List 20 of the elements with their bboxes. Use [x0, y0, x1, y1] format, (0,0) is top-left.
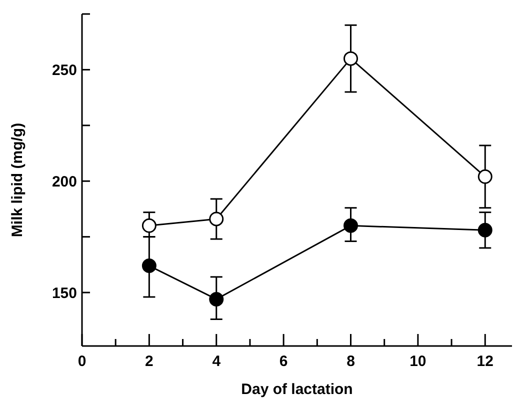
x-tick-label: 4 [212, 353, 222, 370]
x-tick-label: 6 [279, 353, 288, 370]
point [209, 292, 224, 306]
point [478, 222, 492, 238]
point [344, 51, 358, 66]
x-tick-label: 12 [476, 353, 494, 370]
point [344, 218, 358, 233]
point [142, 258, 156, 274]
y-tick-label: 150 [52, 284, 77, 302]
x-tick-label: 2 [145, 353, 154, 370]
x-tick-label: 8 [346, 353, 355, 370]
x-tick-label: 0 [78, 353, 86, 370]
point [209, 212, 224, 226]
y-tick-label: 200 [52, 173, 77, 190]
point [142, 218, 156, 233]
x-tick-label: 10 [410, 353, 426, 370]
x-axis-title: Day of lactation [241, 381, 353, 398]
y-axis-title: Milk lipid (mg/g) [9, 122, 26, 238]
y-tick-label: 250 [52, 62, 77, 79]
point [478, 169, 492, 184]
